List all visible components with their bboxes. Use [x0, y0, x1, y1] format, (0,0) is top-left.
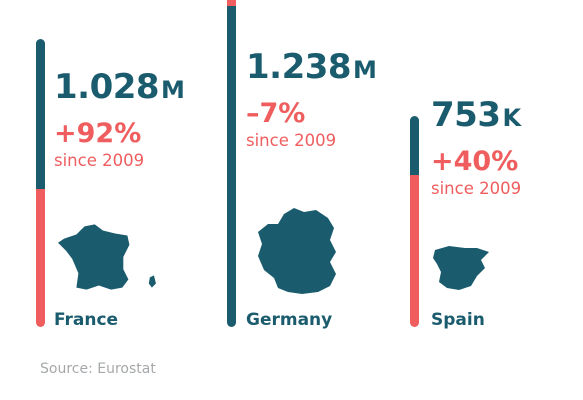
- value-number: 753: [431, 95, 501, 135]
- since-label: since 2009: [246, 131, 337, 150]
- change-label: +40%: [431, 146, 519, 177]
- bar-base-segment: [227, 6, 236, 327]
- change-label: –7%: [246, 98, 306, 129]
- value-number: 1.028: [54, 67, 160, 107]
- bar-change-segment: [410, 175, 419, 327]
- since-label: since 2009: [431, 179, 522, 198]
- bar-change-segment: [227, 0, 236, 7]
- bar-france: [36, 39, 45, 327]
- value-unit: M: [161, 76, 185, 104]
- bar-change-segment: [36, 188, 45, 327]
- since-label: since 2009: [54, 151, 145, 170]
- change-label: +92%: [54, 118, 142, 149]
- value-label: 1.238M: [246, 47, 377, 87]
- source-note: Source: Eurostat: [40, 361, 156, 377]
- bar-spain: [410, 116, 419, 327]
- map-shape: [433, 246, 489, 290]
- country-label: France: [54, 310, 119, 330]
- value-number: 1.238: [246, 47, 352, 87]
- bar-base-segment: [410, 116, 419, 176]
- value-label: 753K: [431, 98, 521, 132]
- map-shape: [58, 224, 156, 290]
- map-shape: [258, 208, 336, 294]
- value-unit: M: [353, 56, 377, 84]
- germany-map-icon: [258, 208, 336, 294]
- value-unit: K: [502, 104, 521, 132]
- bar-germany: [227, 0, 236, 327]
- country-label: Spain: [431, 310, 485, 330]
- country-label: Germany: [246, 310, 333, 330]
- france-map-icon: [58, 224, 156, 290]
- spain-map-icon: [433, 246, 489, 290]
- value-label: 1.028M: [54, 67, 185, 107]
- bar-base-segment: [36, 39, 45, 189]
